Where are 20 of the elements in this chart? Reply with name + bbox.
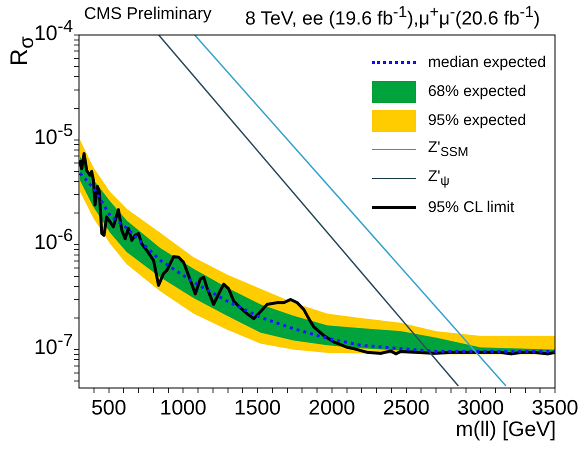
x-axis-title: m(ll) [GeV] [456,418,556,442]
y-tick-label: 10$^{-5}$ [34,119,73,150]
legend-label: Z'$_{SSM}$ [428,139,468,160]
x-tick-label: 3000 [457,396,504,420]
text: 8 TeV, ee (19.6 fb$^{-1}$),μ$^{+}$μ$^{-}$(20.6 fb$^{-1}$) [245,4,540,30]
legend-label: Z'$_{ψ}$ [428,168,450,189]
legend-label: 95% expected [428,112,526,130]
legend-label: 95% CL limit [428,198,514,216]
x-tick-label: 2500 [382,396,430,420]
y-tick-label: 10$^{-6}$ [34,224,73,254]
x-tick-label: 1000 [160,396,206,420]
y-tick-label: 10$^{-7}$ [34,329,73,360]
x-tick-label: 500 [91,396,126,420]
x-tick-label: 1500 [234,396,281,420]
legend-label: 68% expected [428,82,526,100]
y-tick-label: 10$^{-4}$ [34,14,73,44]
x-tick-label: 2000 [308,396,356,420]
chart-title: CMS Preliminary [84,4,212,24]
x-tick-label: 3500 [532,396,578,420]
legend-label: median expected [428,54,546,72]
